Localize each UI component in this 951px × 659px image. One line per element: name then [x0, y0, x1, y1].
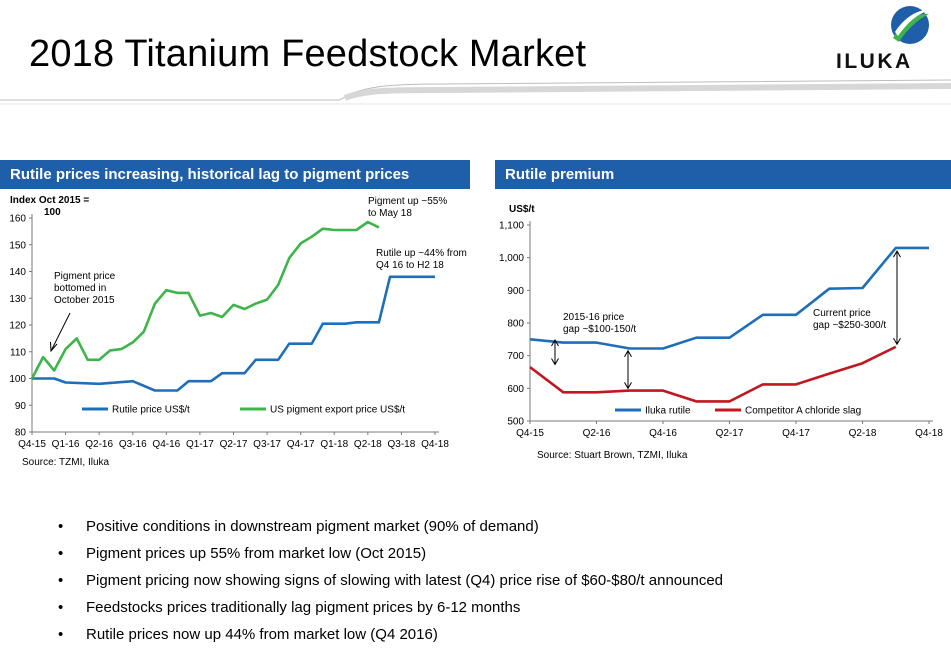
x-tick-label: Q4-18 [915, 428, 943, 439]
y-tick-label: 110 [10, 347, 26, 358]
rutile-pigment-index-chart: Index Oct 2015 = 100 Source: TZMI, Iluka… [9, 195, 467, 468]
y-tick-label: 150 [9, 240, 26, 251]
x-tick-label: Q2-17 [220, 439, 248, 450]
x-tick-label: Q2-18 [849, 428, 877, 439]
annotation-text: gap ~$250-300/t [813, 320, 886, 331]
left-panel-header: Rutile prices increasing, historical lag… [0, 160, 470, 189]
gap-arrow-head-bottom [893, 337, 901, 346]
gap-arrow-head-bottom [624, 382, 632, 390]
bullet-dot: • [58, 572, 64, 589]
bullet-dot: • [58, 545, 64, 562]
chart-source: Source: TZMI, Iluka [22, 457, 110, 468]
bullet-text: Rutile prices now up 44% from market low… [86, 626, 438, 643]
y-tick-label: 140 [9, 267, 26, 278]
annotation-text: Q4 16 to H2 18 [376, 260, 444, 271]
annotation-text: Current price [813, 308, 871, 319]
x-tick-label: Q4-15 [18, 439, 46, 450]
right-panel-header: Rutile premium [495, 160, 951, 189]
y-tick-label: 130 [9, 294, 26, 305]
x-tick-label: Q4-18 [421, 439, 449, 450]
bullet-dot: • [58, 626, 64, 643]
x-tick-label: Q4-15 [516, 428, 544, 439]
gap-arrow [624, 349, 632, 390]
chart-source: Source: Stuart Brown, TZMI, Iluka [537, 450, 688, 461]
annotation-text: Rutile up ~44% from [376, 248, 467, 259]
annotation-text: bottomed in [54, 283, 106, 294]
x-tick-label: Q3-17 [253, 439, 281, 450]
y-tick-label: 900 [507, 286, 524, 297]
y-tick-label: 500 [507, 417, 524, 428]
bullet-text: Pigment prices up 55% from market low (O… [86, 545, 427, 562]
legend-label: Iluka rutile [645, 406, 691, 417]
annotation-text: 2015-16 price [563, 312, 625, 323]
logo-swoosh-white [895, 9, 931, 36]
x-tick-label: Q2-18 [354, 439, 382, 450]
y-tick-label: 1,000 [499, 253, 524, 264]
bullet-dot: • [58, 518, 64, 535]
page-title: 2018 Titanium Feedstock Market [29, 33, 587, 75]
bullet-item: • Pigment pricing now showing signs of sl… [58, 567, 723, 594]
x-tick-label: Q2-16 [583, 428, 611, 439]
y-tick-label: 160 [9, 214, 26, 225]
y-tick-label: 100 [9, 374, 26, 385]
y-tick-label: 120 [9, 321, 26, 332]
x-tick-label: Q3-16 [119, 439, 147, 450]
gap-arrow-head-bottom [551, 358, 559, 366]
series-line [30, 220, 380, 380]
annotation-text: Pigment price [54, 271, 116, 282]
bullet-text: Positive conditions in downstream pigmen… [86, 518, 539, 535]
y-tick-label: 700 [507, 351, 524, 362]
gap-arrow [893, 250, 901, 346]
y-tick-label: 1,100 [499, 221, 524, 232]
annotation-text: Pigment up ~55% [368, 196, 447, 207]
header-swoosh-divider [0, 79, 951, 105]
x-tick-label: Q4-16 [152, 439, 180, 450]
bullet-dot: • [58, 599, 64, 616]
x-tick-label: Q2-16 [85, 439, 113, 450]
annotation-pointer [50, 312, 71, 352]
series-line [32, 275, 435, 392]
rutile-premium-chart: US$/t Source: Stuart Brown, TZMI, Iluka … [499, 204, 943, 461]
gap-arrow-head-top [551, 338, 559, 347]
annotation-pointer-head [50, 341, 58, 353]
bullet-item: • Pigment prices up 55% from market low (… [58, 540, 723, 567]
x-tick-label: Q1-16 [52, 439, 80, 450]
x-tick-label: Q1-17 [186, 439, 214, 450]
key-points-list: • Positive conditions in downstream pigme… [58, 513, 723, 648]
bullet-item: • Rutile prices now up 44% from market lo… [58, 621, 723, 648]
gap-arrow-head-top [893, 250, 901, 258]
y-axis-label: Index Oct 2015 = [10, 195, 89, 206]
bullet-item: • Feedstocks prices traditionally lag pig… [58, 594, 723, 621]
bullet-item: • Positive conditions in downstream pigme… [58, 513, 723, 540]
bullet-text: Pigment pricing now showing signs of slo… [86, 572, 724, 589]
y-tick-label: 90 [15, 401, 27, 412]
x-tick-label: Q1-18 [320, 439, 348, 450]
legend-label: US pigment export price US$/t [270, 405, 405, 416]
annotation-text: October 2015 [54, 295, 115, 306]
gap-arrow-head-top [624, 349, 632, 358]
x-tick-label: Q2-17 [716, 428, 744, 439]
y-axis-label-line2: 100 [44, 207, 61, 218]
annotation-text: gap ~$100-150/t [563, 324, 636, 335]
legend-label: Rutile price US$/t [112, 405, 190, 416]
y-tick-label: 800 [507, 319, 524, 330]
annotation-text: to May 18 [368, 208, 412, 219]
y-axis-label: US$/t [509, 204, 535, 215]
iluka-logo [891, 6, 931, 44]
x-tick-label: Q4-17 [287, 439, 315, 450]
series-line [529, 246, 929, 350]
logo-swoosh-green [893, 13, 929, 42]
x-tick-label: Q3-18 [388, 439, 416, 450]
bullet-text: Feedstocks prices traditionally lag pigm… [86, 599, 521, 616]
x-tick-label: Q4-17 [782, 428, 810, 439]
gap-arrow [551, 338, 559, 366]
y-tick-label: 600 [507, 384, 524, 395]
logo-text: ILUKA [836, 50, 913, 73]
series-line [529, 345, 897, 403]
x-tick-label: Q4-16 [649, 428, 677, 439]
legend-label: Competitor A chloride slag [745, 406, 861, 417]
y-tick-label: 80 [15, 428, 27, 439]
